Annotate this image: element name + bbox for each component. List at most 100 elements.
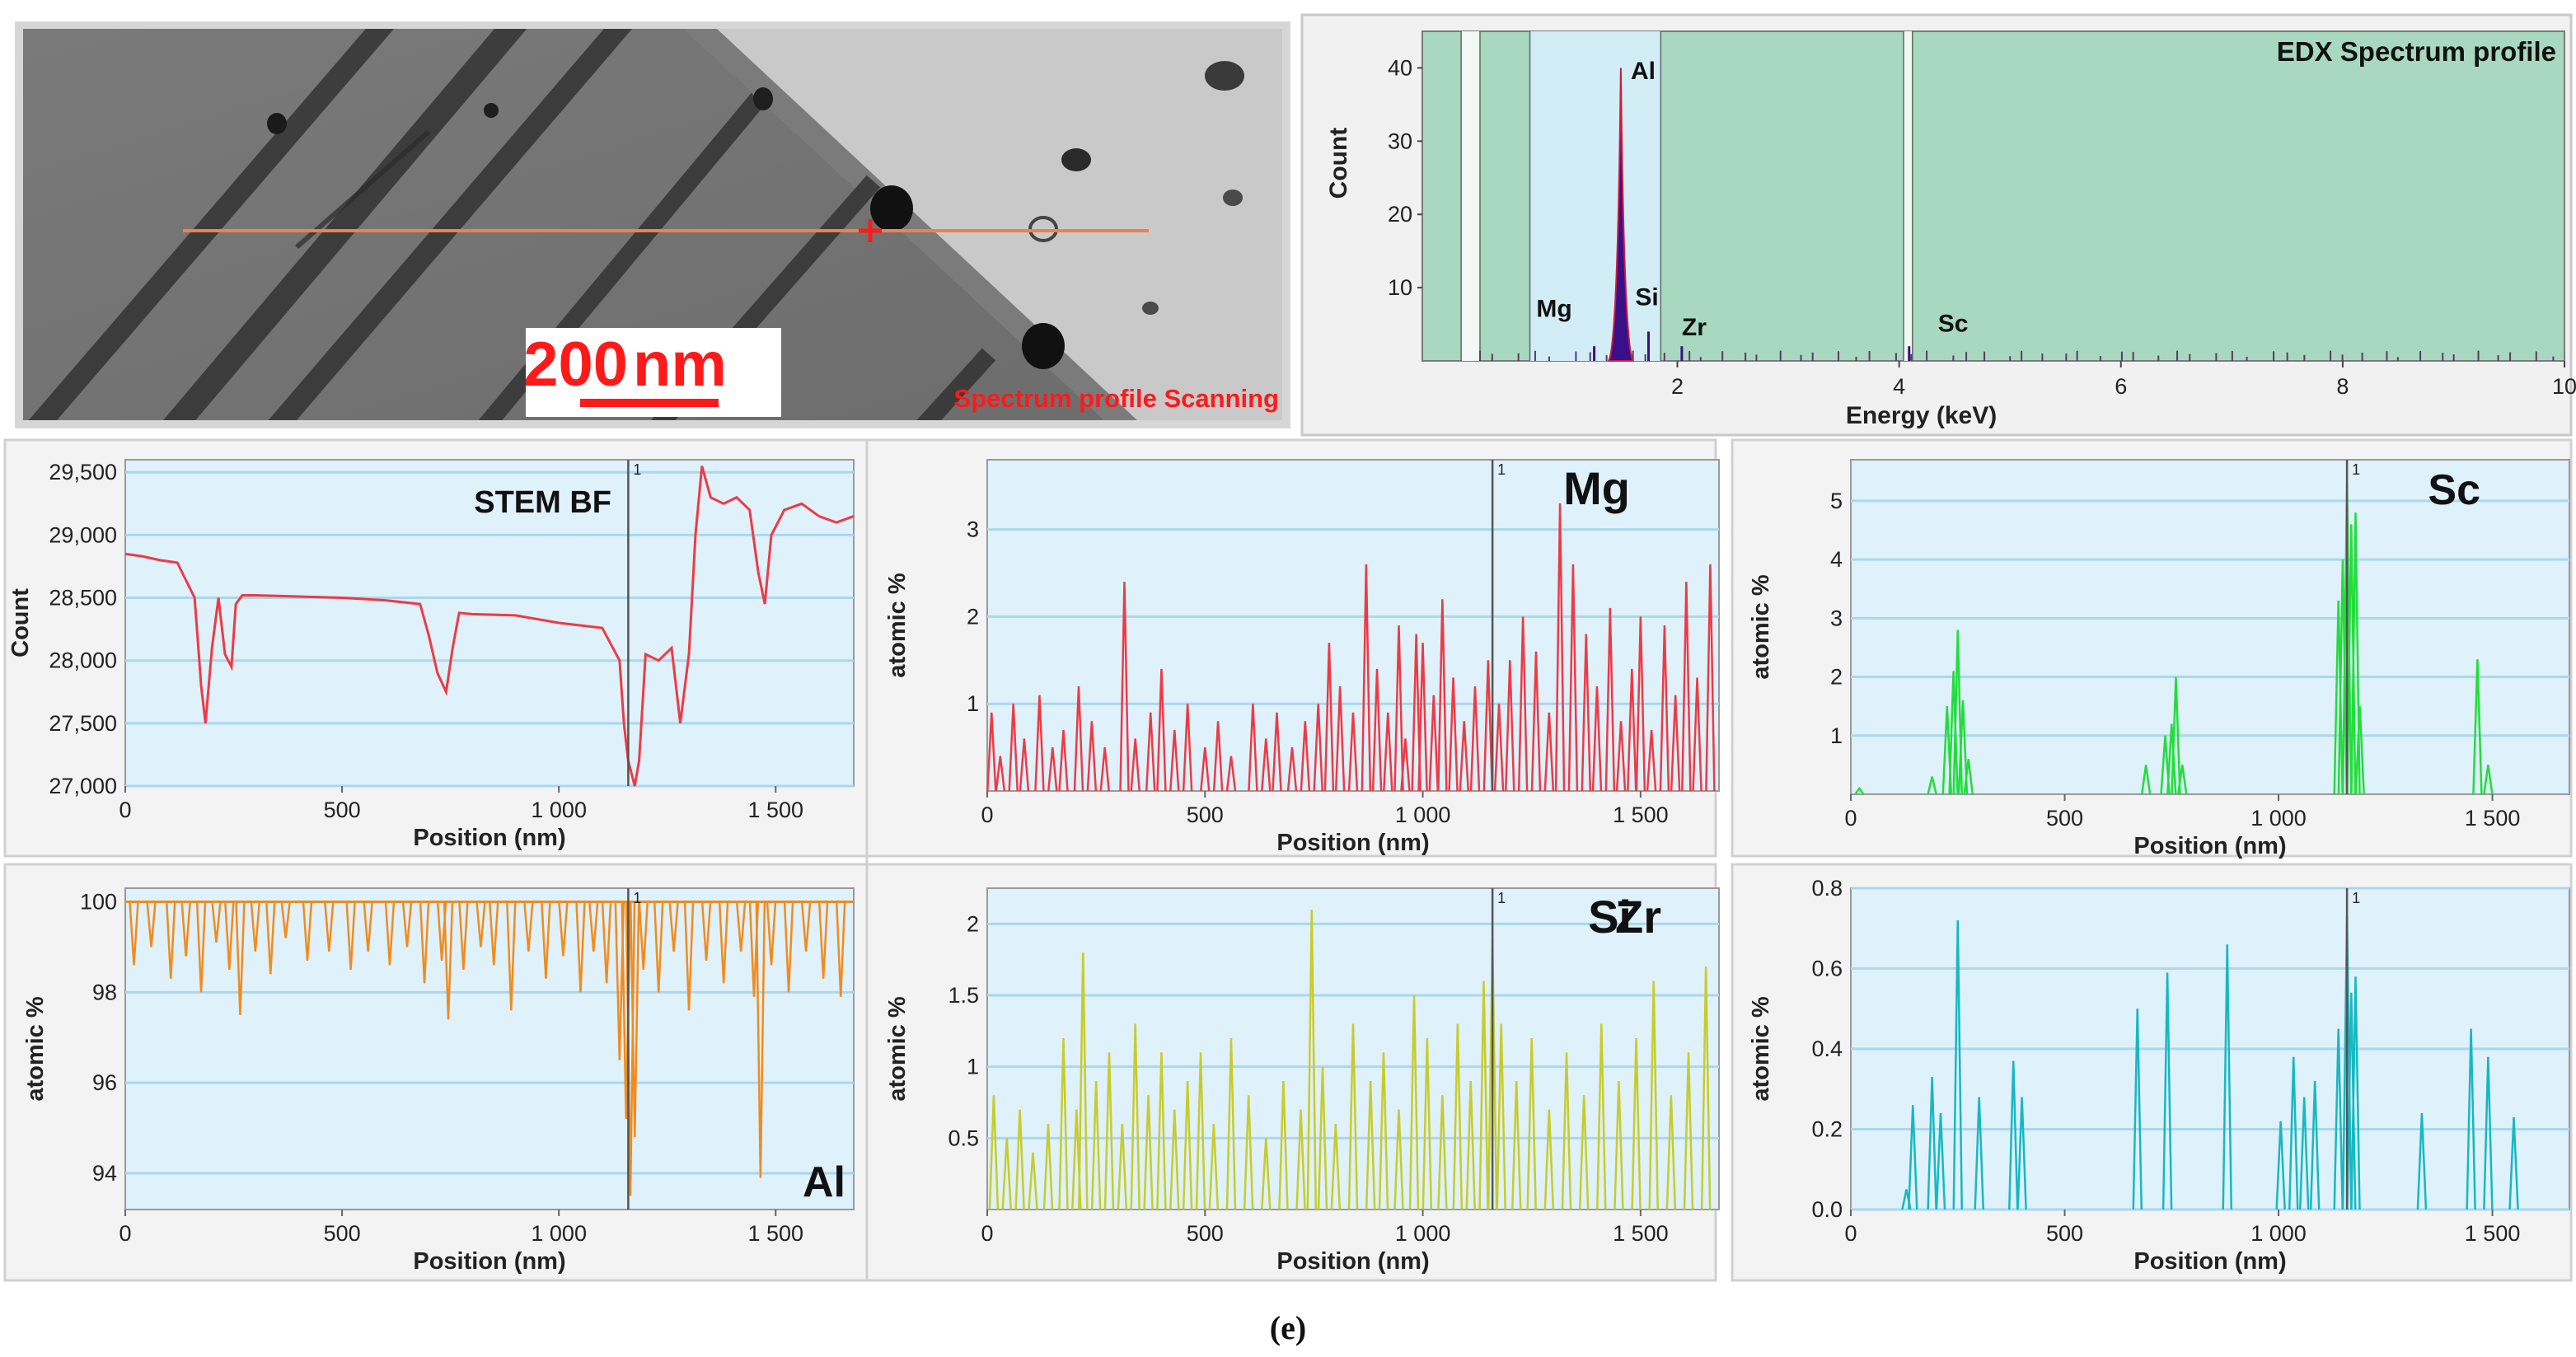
mg-data-peak [1058, 729, 1069, 792]
mg-data-peak [1225, 756, 1237, 792]
mg-ytick-label: 3 [967, 517, 979, 542]
stem-series-line [124, 466, 855, 787]
al-title: Al [803, 1158, 845, 1206]
si-data-peak [1561, 1052, 1572, 1210]
mg-plot-area [986, 459, 1720, 792]
edx-spectrum-peak [1607, 68, 1635, 362]
si-data-peak [1317, 1066, 1328, 1210]
stem-ytick-label: 29,500 [49, 460, 117, 484]
al-data-dip [401, 901, 413, 948]
mg-data-peak [1591, 686, 1603, 792]
sc-profile-chart: 1 2 3 4 5 0 500 1 000 1 500 Position (nm) atomic %… [1748, 459, 2570, 859]
mg-xtick-label: 0 [981, 803, 993, 827]
edx-title: EDX Spectrum profile [2277, 36, 2556, 67]
edx-spectrum-chart: 10 20 30 40 2 4 6 8 10 Energy (keV) Count EDX Spect… [1325, 30, 2576, 429]
mg-title: Mg [1563, 462, 1630, 514]
zr-data-peak [2222, 944, 2233, 1210]
mg-data-peak [1300, 721, 1311, 792]
zr-xtick-label: 1 000 [2250, 1221, 2307, 1246]
stem-xtick-label: 1 500 [747, 798, 803, 822]
sc-data-peak [1948, 671, 1959, 795]
edx-ytick-label: 10 [1388, 275, 1412, 300]
mg-data-peak [1212, 721, 1224, 792]
precipitate [1142, 302, 1159, 315]
si-data-peak [1169, 1109, 1180, 1210]
mg-data-peak [1581, 634, 1592, 792]
zr-data-peak [2016, 1097, 2027, 1210]
sc-data-peak [1854, 786, 1865, 795]
si-data-peak [1130, 1023, 1140, 1210]
mg-data-peak [1334, 686, 1346, 792]
al-data-dip [601, 901, 612, 984]
al-xtick-label: 500 [324, 1221, 361, 1246]
si-data-peak [1182, 1080, 1193, 1210]
al-data-dip [575, 901, 586, 993]
edx-xtick-label: 8 [2336, 374, 2349, 399]
mg-data-peak [1361, 564, 1372, 792]
si-data-peak [1306, 909, 1318, 1210]
precipitate [1022, 323, 1065, 369]
precipitate [484, 103, 499, 118]
mg-data-peak [1323, 643, 1335, 792]
si-data-peak [1665, 1095, 1677, 1210]
al-data-dip [146, 901, 157, 948]
mg-data-peak [1567, 564, 1579, 792]
al-data-dip [766, 901, 777, 966]
mg-data-peak [1604, 607, 1616, 792]
mg-data-peak [1130, 738, 1140, 792]
mg-data-peak [1347, 712, 1359, 792]
si-data-peak [1117, 1123, 1128, 1210]
si-data-peak [988, 1095, 1000, 1210]
al-data-dip [489, 901, 499, 966]
mg-data-peak [1261, 738, 1272, 792]
stem-ylabel: Count [7, 588, 34, 657]
zr-data-peak [2007, 1060, 2019, 1210]
sc-ytick-label: 4 [1830, 547, 1843, 572]
si-data-peak [1278, 1080, 1289, 1210]
si-ylabel: atomic % [884, 996, 911, 1102]
grain-right [684, 29, 1282, 420]
sc-data-peak [1927, 776, 1937, 795]
mg-data-peak [1448, 677, 1459, 792]
zr-data-peak [1935, 1112, 1946, 1210]
sc-data-peak [2177, 765, 2188, 795]
sc-ylabel: atomic % [1748, 574, 1774, 680]
mg-data-peak [1459, 721, 1470, 792]
si-data-peak [1014, 1109, 1025, 1210]
precipitate [753, 87, 773, 110]
scale-bar [580, 399, 719, 407]
al-data-dip [224, 901, 235, 970]
al-data-dip [541, 901, 551, 979]
stem-xtick-label: 0 [119, 798, 131, 822]
mg-data-peak [1505, 660, 1515, 792]
zr-xtick-label: 500 [2046, 1221, 2083, 1246]
sc-ytick-label: 2 [1830, 665, 1843, 690]
al-data-dip [235, 901, 246, 1015]
stem-micrograph: 200 nm Spectrum profile Scanning [23, 29, 1282, 420]
al-ytick-label: 98 [92, 980, 117, 1004]
al-xlabel: Position (nm) [413, 1248, 565, 1275]
si-data-peak [1596, 1023, 1607, 1210]
sc-ytick-label: 1 [1830, 723, 1843, 748]
dislocation-band [268, 29, 633, 420]
si-data-peak [1156, 1052, 1167, 1210]
si-data-peak [1683, 1052, 1694, 1210]
sc-ytick-label: 5 [1830, 489, 1843, 513]
si-title: Si [1588, 891, 1632, 943]
sc-xtick-label: 1 500 [2465, 806, 2521, 831]
si-xtick-label: 1 000 [1395, 1221, 1451, 1246]
al-data-dip [166, 901, 176, 979]
mg-xlabel: Position (nm) [1276, 830, 1429, 856]
scan-position-marker [859, 219, 882, 242]
precipitate [1223, 190, 1243, 206]
zr-xtick-label: 0 [1844, 1221, 1857, 1246]
al-data-dip [129, 901, 139, 966]
si-data-peak [1365, 1080, 1376, 1210]
mg-data-peak [1428, 695, 1440, 792]
al-data-dip [250, 901, 261, 952]
al-data-dip [683, 901, 695, 1011]
si-data-peak [1078, 952, 1089, 1210]
si-data-peak [1378, 1052, 1389, 1210]
si-data-peak [1393, 1109, 1404, 1210]
si-data-peak [1058, 1037, 1069, 1210]
